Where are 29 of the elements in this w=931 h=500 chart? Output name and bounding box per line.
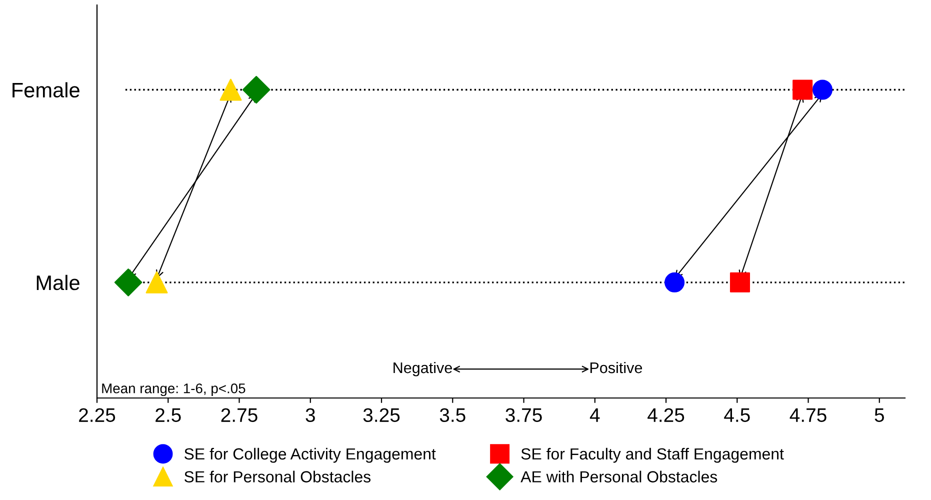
x-tick-label: 4.25 bbox=[648, 408, 684, 422]
x-tick-label: 2.5 bbox=[156, 408, 181, 422]
point bbox=[664, 272, 685, 292]
point bbox=[114, 268, 142, 296]
x-tick-label: 3.5 bbox=[440, 408, 466, 422]
legend-label: AE with Personal Obstacles bbox=[520, 470, 718, 482]
x-tick-label: 4.75 bbox=[790, 408, 826, 422]
x-tick-label: 4 bbox=[590, 408, 600, 422]
point bbox=[146, 271, 168, 294]
x-tick-label: 3.25 bbox=[363, 408, 400, 422]
point bbox=[242, 76, 270, 104]
y-tick-label: Female bbox=[12, 82, 80, 98]
y-tick-label: Male bbox=[36, 274, 80, 290]
x-tick-label: 4.5 bbox=[724, 408, 750, 422]
x-tick-label: 2.25 bbox=[79, 408, 116, 422]
point bbox=[792, 80, 813, 100]
annotation: Mean range: 1-6, p<.05 bbox=[102, 383, 246, 396]
point bbox=[812, 80, 833, 100]
x-tick-label: 3.75 bbox=[506, 408, 542, 422]
legend-label: SE for College Activity Engagement bbox=[184, 448, 436, 463]
legend-label: SE for Faculty and Staff Engagement bbox=[521, 448, 784, 463]
legend-label: SE for Personal Obstacles bbox=[184, 470, 371, 482]
annotation: Negative bbox=[394, 362, 452, 376]
x-tick-label: 2.75 bbox=[221, 408, 258, 422]
x-tick-label: 5 bbox=[874, 408, 884, 422]
point bbox=[730, 272, 750, 292]
annotation: Positive bbox=[590, 362, 642, 374]
point bbox=[220, 78, 242, 101]
x-tick-label: 3 bbox=[306, 408, 315, 422]
